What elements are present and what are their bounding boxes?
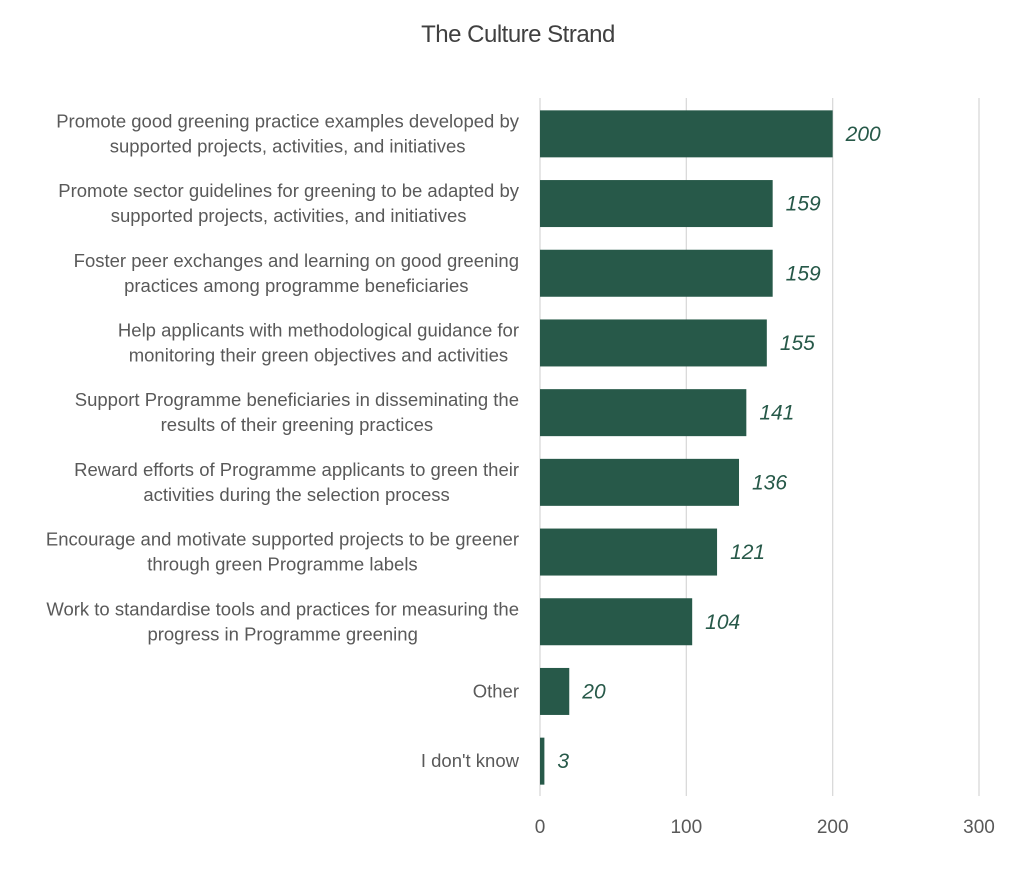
bar-value-label: 155 (780, 332, 815, 355)
bar (540, 598, 693, 646)
category-label: Encourage and motivate supported project… (46, 529, 519, 550)
category-labels: Promote good greening practice examples … (46, 110, 520, 771)
chart-title: The Culture Strand (421, 21, 615, 48)
bar (540, 389, 747, 437)
category-label: Reward efforts of Programme applicants t… (74, 459, 519, 480)
x-tick-label: 100 (670, 817, 702, 838)
data-labels: 200 159 159 155 141 136 121 104 20 3 (557, 123, 881, 773)
category-label: activities during the selection process (143, 484, 449, 505)
x-tick-label: 0 (535, 817, 546, 838)
bar (540, 249, 773, 297)
bar-value-label: 104 (705, 611, 740, 634)
bar-value-label: 3 (557, 750, 569, 773)
bar-value-label: 159 (786, 262, 821, 285)
bar (540, 737, 545, 785)
category-label: results of their greening practices (161, 414, 434, 435)
bars (540, 110, 833, 785)
category-label: Work to standardise tools and practices … (46, 598, 519, 619)
category-label: Help applicants with methodological guid… (118, 319, 519, 340)
bar-value-label: 136 (752, 471, 787, 494)
category-label: Foster peer exchanges and learning on go… (74, 250, 519, 271)
bar-value-label: 141 (759, 402, 794, 425)
category-label: supported projects, activities, and init… (110, 135, 466, 156)
bar-value-label: 200 (845, 123, 881, 146)
category-label: I don't know (421, 750, 520, 771)
bar-value-label: 159 (786, 193, 821, 216)
bar (540, 528, 718, 576)
category-label: through green Programme labels (147, 554, 417, 575)
category-label: Promote sector guidelines for greening t… (58, 180, 519, 201)
bar (540, 667, 570, 715)
x-tick-label: 200 (817, 817, 849, 838)
bar (540, 458, 740, 506)
category-label: Other (473, 680, 519, 701)
bar (540, 110, 833, 158)
category-label: progress in Programme greening (147, 623, 417, 644)
x-tick-label: 300 (963, 817, 995, 838)
category-label: supported projects, activities, and init… (111, 205, 467, 226)
bar (540, 180, 773, 228)
category-label: monitoring their green objectives and ac… (129, 344, 508, 365)
category-label: Support Programme beneficiaries in disse… (75, 389, 519, 410)
bar (540, 319, 767, 367)
category-label: Promote good greening practice examples … (56, 110, 520, 131)
category-label: practices among programme beneficiaries (124, 275, 468, 296)
bar-value-label: 121 (730, 541, 765, 564)
bar-value-label: 20 (581, 680, 606, 703)
x-axis-tick-labels: 0 100 200 300 (535, 817, 995, 838)
